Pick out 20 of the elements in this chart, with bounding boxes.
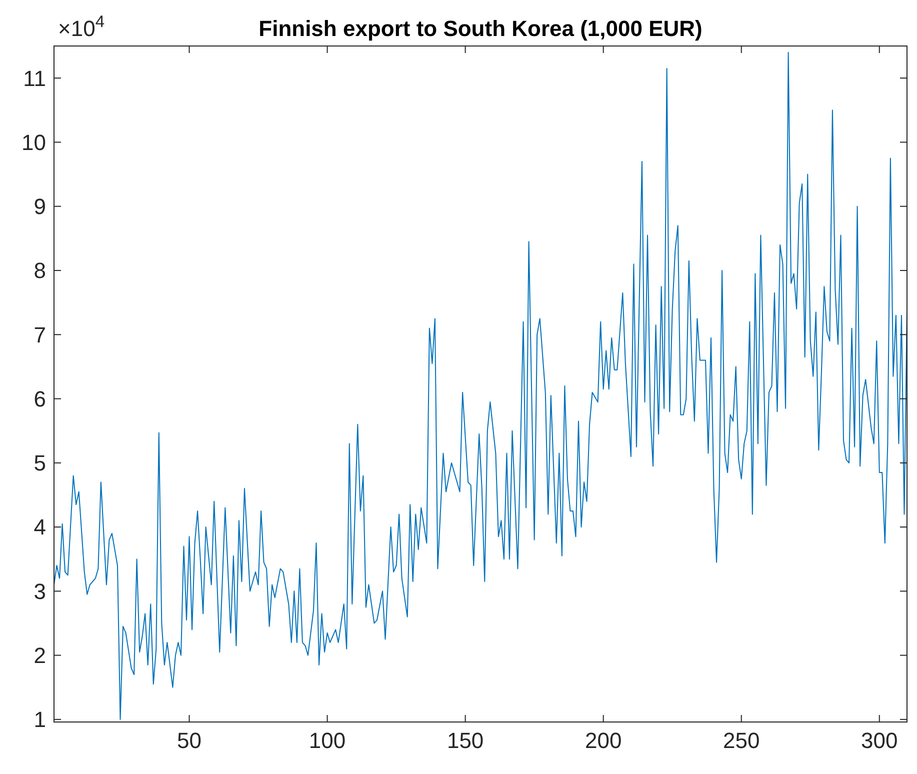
- x-tick-label: 300: [861, 728, 898, 753]
- text: ×10$^{4}$: [58, 13, 105, 41]
- y-tick-label: 11: [23, 66, 46, 91]
- y-tick-label: 6: [34, 386, 46, 412]
- y-tick-label: 2: [34, 643, 46, 668]
- y-tick-label: 3: [34, 578, 46, 604]
- y-tick-label: 5: [34, 450, 46, 476]
- x-tick-label: 150: [446, 728, 484, 753]
- y-tick-label: 10: [22, 130, 46, 155]
- x-tick-label: 200: [584, 728, 622, 753]
- y-tick-label: 9: [34, 194, 46, 220]
- line-series: [54, 52, 908, 720]
- y-tick-label: 4: [34, 514, 46, 540]
- x-tick-label: 250: [723, 728, 760, 753]
- y-tick-label: 1: [34, 707, 46, 732]
- y-tick-label: 8: [34, 258, 46, 284]
- x-tick-label: 100: [308, 728, 346, 753]
- x-tick-label: 50: [177, 728, 202, 753]
- chart-title: Finnish export to South Korea (1,000 EUR): [258, 16, 702, 41]
- y-tick-label: 7: [34, 322, 46, 348]
